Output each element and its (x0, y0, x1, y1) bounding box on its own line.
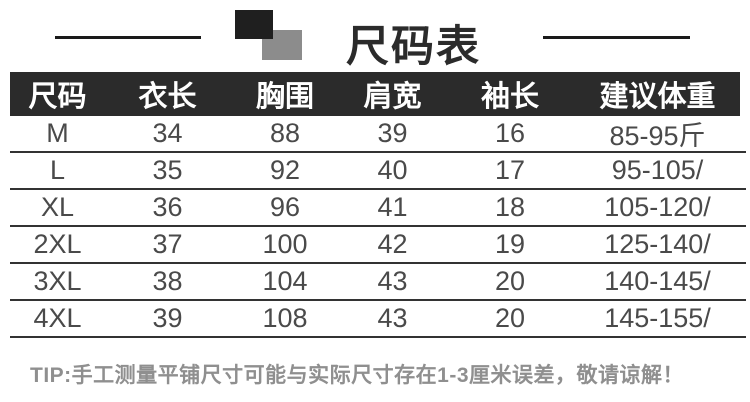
masthead: 尺码表 (0, 0, 750, 71)
column-header-chest: 胸围 (255, 81, 314, 113)
table-cell: 36 (152, 192, 183, 222)
table-cell: 92 (269, 155, 301, 185)
column-header-length: 衣长 (138, 81, 197, 113)
table-cell: XL (40, 192, 75, 222)
table-cell: 88 (269, 118, 301, 148)
table-cell: 43 (377, 303, 408, 333)
table-cell: 108 (262, 303, 308, 333)
table-row-l: L 35 92 40 17 95-105/ (10, 153, 746, 190)
table-cell: 100 (262, 229, 308, 259)
table-cell: 104 (262, 266, 308, 296)
table-cell: 4XL (33, 303, 82, 333)
table-row-4xl: 4XL 39 108 43 20 145-155/ (10, 301, 746, 338)
table-cell: 19 (494, 229, 526, 259)
table-cell: 145-155/ (604, 303, 711, 333)
table-cell: 96 (269, 192, 301, 222)
black-square-decor-icon (235, 10, 273, 39)
table-cell: L (49, 155, 66, 185)
table-row-xl: XL 36 96 41 18 105-120/ (10, 190, 746, 227)
table-cell: 38 (152, 266, 183, 296)
measurement-tip-text: TIP:手工测量平铺尺寸可能与实际尺寸存在1-3厘米误差，敬请谅解！ (30, 364, 685, 387)
table-cell: 34 (152, 118, 183, 148)
column-header-sleeve: 袖长 (480, 81, 539, 113)
table-row-2xl: 2XL 37 100 42 19 125-140/ (10, 227, 746, 264)
table-cell: 95-105/ (611, 155, 704, 185)
page-title: 尺码表 (346, 23, 481, 71)
table-cell: 17 (494, 155, 526, 185)
left-rule-line (55, 36, 201, 39)
table-cell: 43 (377, 266, 408, 296)
column-header-size: 尺码 (28, 81, 87, 113)
table-cell: 35 (152, 155, 183, 185)
size-table-body: M 34 88 39 16 85-95斤 L 35 92 40 17 95-10… (10, 116, 746, 338)
table-cell: 140-145/ (604, 266, 711, 296)
table-cell: 125-140/ (604, 229, 711, 259)
table-cell: 20 (494, 303, 526, 333)
table-cell: 85-95斤 (609, 121, 706, 151)
size-table-header: 尺码 衣长 胸围 肩宽 袖长 建议体重 (10, 72, 740, 116)
table-cell: M (46, 118, 69, 148)
table-cell: 39 (152, 303, 183, 333)
table-cell: 41 (377, 192, 408, 222)
table-cell: 20 (494, 266, 526, 296)
table-cell: 105-120/ (604, 192, 711, 222)
table-row-3xl: 3XL 38 104 43 20 140-145/ (10, 264, 746, 301)
table-cell: 40 (377, 155, 408, 185)
table-cell: 42 (377, 229, 408, 259)
column-header-weight: 建议体重 (599, 81, 716, 113)
table-cell: 2XL (33, 229, 82, 259)
table-cell: 18 (494, 192, 526, 222)
right-rule-line (543, 36, 690, 39)
column-header-shoulder: 肩宽 (363, 81, 422, 113)
table-cell: 16 (494, 118, 526, 148)
table-cell: 37 (152, 229, 183, 259)
table-cell: 3XL (33, 266, 82, 296)
table-cell: 39 (377, 118, 408, 148)
table-row-m: M 34 88 39 16 85-95斤 (10, 116, 746, 153)
